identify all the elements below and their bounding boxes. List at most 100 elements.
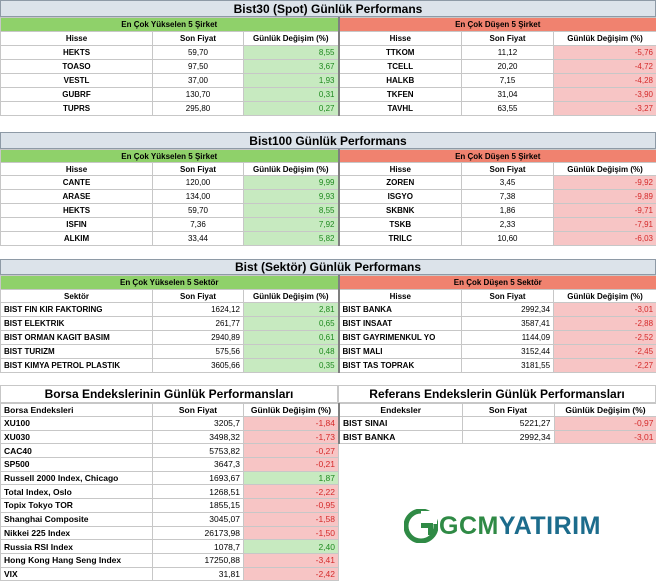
indices-table: Borsa Endeksleri Son Fiyat Günlük Değişi… [0, 403, 339, 582]
table-row: VESTL 37,00 1,93 HALKB 7,15 -4,28 [0, 73, 656, 88]
col-change: Günlük Değişim (%) [553, 403, 656, 417]
index-change: 1,87 [243, 470, 339, 486]
gainer-price: 130,70 [152, 87, 244, 102]
col-hisse: Hisse [0, 31, 153, 46]
table-row: BIST SINAI 5221,27 -0,97 [338, 416, 656, 431]
loser-change: -3,27 [553, 101, 656, 116]
loser-price: 3587,41 [461, 316, 555, 331]
bist-sector-title: Bist (Sektör) Günlük Performans [0, 259, 656, 275]
gainer-change: 2,81 [242, 302, 340, 317]
table-row: Russia RSI Index 1078,7 2,40 [0, 539, 339, 554]
gcm-logo-icon [404, 509, 438, 543]
loser-price: 10,60 [461, 231, 554, 246]
loser-name: BIST INSAAT [337, 316, 463, 331]
bist30-title: Bist30 (Spot) Günlük Performans [0, 0, 656, 17]
loser-price: 2,33 [461, 217, 554, 232]
gainer-change: 7,92 [243, 217, 339, 232]
col-price: Son Fiyat [461, 403, 555, 417]
index-name: BIST BANKA [338, 429, 463, 445]
index-name: Total Index, Oslo [0, 484, 153, 500]
bist-sector-rows: BIST FIN KIR FAKTORING 1624,12 2,81 BIST BA… [0, 302, 656, 373]
loser-price: 3,45 [461, 175, 554, 190]
gainer-name: ISFIN [0, 217, 153, 232]
loser-change: -2,45 [553, 344, 656, 359]
loser-name: BIST BANKA [337, 302, 463, 317]
loser-change: -9,71 [553, 203, 656, 218]
col-price: Son Fiyat [152, 31, 244, 46]
gainer-price: 2940,89 [152, 330, 244, 345]
table-row: HEKTS 59,70 8,55 TTKOM 11,12 -5,76 [0, 45, 656, 60]
index-name: VIX [0, 566, 153, 582]
loser-name: TKFEN [337, 87, 462, 102]
loser-change: -7,91 [553, 217, 656, 232]
index-name: SP500 [0, 457, 153, 472]
index-change: -2,42 [243, 566, 339, 582]
index-change: 2,40 [243, 539, 339, 554]
index-change: -1,84 [243, 416, 339, 431]
col-price: Son Fiyat [461, 162, 554, 176]
gainer-price: 97,50 [152, 59, 244, 74]
gainer-price: 3605,66 [152, 358, 244, 373]
loser-name: TCELL [337, 59, 462, 74]
table-row: XU030 3498,32 -1,73 [0, 429, 339, 445]
index-price: 5753,82 [152, 443, 244, 459]
index-change: -0,95 [243, 498, 339, 513]
index-name: Hong Kong Hang Seng Index [0, 552, 153, 568]
loser-name: TAVHL [337, 101, 462, 116]
gainer-name: HEKTS [0, 203, 153, 218]
losers-header: En Çok Düşen 5 Şirket [337, 17, 656, 32]
gainer-price: 33,44 [152, 231, 244, 246]
loser-name: BIST MALI [337, 344, 463, 359]
loser-change: -5,76 [553, 45, 656, 60]
loser-price: 3152,44 [461, 344, 555, 359]
loser-change: -9,92 [553, 175, 656, 190]
loser-change: -2,88 [553, 316, 656, 331]
loser-name: TSKB [337, 217, 462, 232]
index-change: -3,41 [243, 552, 339, 568]
index-change: -1,73 [243, 429, 339, 445]
table-row: VIX 31,81 -2,42 [0, 566, 339, 582]
loser-price: 7,15 [461, 73, 554, 88]
index-name: CAC40 [0, 443, 153, 459]
gainer-change: 9,93 [243, 189, 339, 204]
table-row: Hong Kong Hang Seng Index 17250,88 -3,41 [0, 552, 339, 568]
gainer-name: TUPRS [0, 101, 153, 116]
table-row: BIST BANKA 2992,34 -3,01 [338, 429, 656, 445]
index-name: Russia RSI Index [0, 539, 153, 554]
bist100-title: Bist100 Günlük Performans [0, 132, 656, 149]
index-name: XU030 [0, 429, 153, 445]
gainer-change: 0,31 [243, 87, 339, 102]
gainer-price: 37,00 [152, 73, 244, 88]
bist100-rows: CANTE 120,00 9,99 ZOREN 3,45 -9,92 ARASE 134,00… [0, 175, 656, 246]
losers-header: En Çok Düşen 5 Sektör [337, 275, 656, 290]
index-price: 1078,7 [152, 539, 244, 554]
loser-change: -3,90 [553, 87, 656, 102]
index-change: -1,50 [243, 525, 339, 541]
gainer-price: 295,80 [152, 101, 244, 116]
loser-name: TRILC [337, 231, 462, 246]
gainer-name: GUBRF [0, 87, 153, 102]
col-hisse: Hisse [337, 162, 462, 176]
reference-indices-title: Referans Endekslerin Günlük Performansla… [338, 385, 656, 403]
gainer-change: 8,55 [243, 45, 339, 60]
gainers-header: En Çok Yükselen 5 Sektör [0, 275, 340, 290]
index-change: -3,01 [553, 429, 656, 445]
gainer-change: 9,99 [243, 175, 339, 190]
loser-change: -4,28 [553, 73, 656, 88]
table-row: XU100 3205,7 -1,84 [0, 416, 339, 431]
col-change: Günlük Değişim (%) [243, 31, 339, 46]
loser-change: -2,52 [553, 330, 656, 345]
gainer-price: 59,70 [152, 203, 244, 218]
col-hisse: Hisse [337, 289, 463, 303]
loser-price: 11,12 [461, 45, 554, 60]
bist-sector-table: En Çok Yükselen 5 Sektör En Çok Düşen 5 … [0, 275, 656, 373]
index-name: Russell 2000 Index, Chicago [0, 470, 153, 486]
loser-price: 20,20 [461, 59, 554, 74]
gainer-name: TOASO [0, 59, 153, 74]
col-price: Son Fiyat [461, 31, 554, 46]
gainers-header: En Çok Yükselen 5 Şirket [0, 17, 339, 32]
col-change: Günlük Değişim (%) [243, 162, 339, 176]
index-change: -2,22 [243, 484, 339, 500]
bist30-table: En Çok Yükselen 5 Şirket En Çok Düşen 5 … [0, 17, 656, 116]
gainer-name: HEKTS [0, 45, 153, 60]
